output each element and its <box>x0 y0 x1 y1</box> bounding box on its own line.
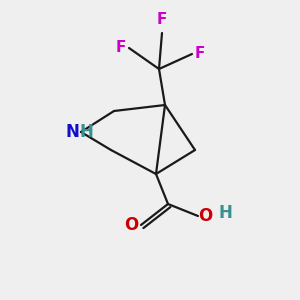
Text: H: H <box>80 123 93 141</box>
Text: F: F <box>116 40 126 56</box>
Text: O: O <box>198 207 212 225</box>
Text: O: O <box>124 216 138 234</box>
Text: H: H <box>219 204 233 222</box>
Text: F: F <box>195 46 206 62</box>
Text: F: F <box>157 12 167 27</box>
Text: N: N <box>66 123 80 141</box>
